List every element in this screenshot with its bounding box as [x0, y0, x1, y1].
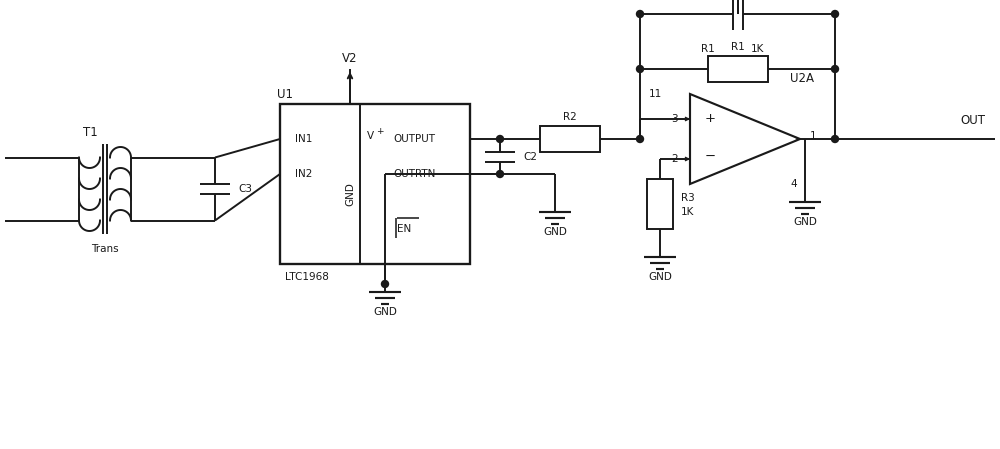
Text: 11: 11 [648, 89, 662, 99]
Bar [708, 56, 768, 82]
Circle shape [496, 171, 504, 177]
Text: 1K: 1K [751, 44, 764, 54]
Text: +: + [376, 128, 384, 136]
Text: IN1: IN1 [295, 134, 312, 144]
Bar [280, 104, 470, 264]
Polygon shape [690, 94, 800, 184]
Text: OUTPUT: OUTPUT [393, 134, 435, 144]
Text: R1: R1 [701, 44, 714, 54]
Bar [540, 126, 600, 152]
Text: OUT: OUT [960, 114, 985, 128]
Text: +: + [704, 111, 716, 124]
Circle shape [832, 136, 838, 142]
Text: 1: 1 [810, 131, 817, 141]
Text: C3: C3 [238, 184, 252, 194]
Text: GND: GND [373, 307, 397, 317]
Circle shape [832, 66, 838, 72]
Text: IN2: IN2 [295, 169, 312, 179]
Text: −: − [704, 150, 716, 163]
Text: 1K: 1K [681, 207, 695, 217]
Circle shape [832, 10, 838, 18]
Text: R3: R3 [681, 193, 695, 203]
Circle shape [637, 136, 644, 142]
Text: Trans: Trans [91, 244, 119, 254]
Text: OUTRTN: OUTRTN [393, 169, 435, 179]
Circle shape [637, 10, 644, 18]
Text: LTC1968: LTC1968 [285, 272, 329, 282]
Text: EN: EN [397, 224, 411, 234]
Text: C2: C2 [523, 151, 537, 162]
Bar [647, 179, 673, 229]
Text: GND: GND [345, 182, 355, 206]
Circle shape [637, 66, 644, 72]
Text: T1: T1 [83, 126, 97, 138]
Text: 3: 3 [671, 114, 678, 124]
Text: 4: 4 [790, 179, 797, 189]
Text: 2: 2 [671, 154, 678, 164]
Text: V: V [366, 131, 374, 141]
Text: U2A: U2A [790, 72, 814, 85]
Text: R1: R1 [731, 42, 744, 52]
Circle shape [496, 136, 504, 142]
Text: GND: GND [543, 227, 567, 237]
Text: R2: R2 [563, 112, 577, 122]
Circle shape [382, 281, 388, 287]
Text: GND: GND [793, 217, 817, 227]
Text: GND: GND [648, 272, 672, 282]
Text: V2: V2 [342, 53, 358, 66]
Text: U1: U1 [277, 88, 293, 101]
